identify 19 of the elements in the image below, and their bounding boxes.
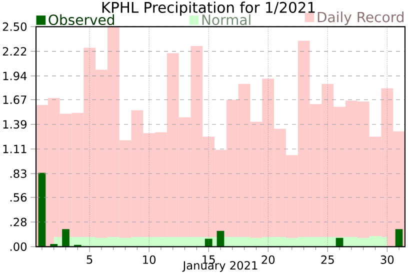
- y-tick-label: .83: [10, 169, 26, 178]
- y-tick-label: 2.22: [2, 47, 26, 56]
- y-tick-label: .56: [10, 193, 27, 202]
- legend-label: Observed: [48, 14, 114, 26]
- x-tick-label: 30: [380, 255, 394, 264]
- y-tick-label: .00: [10, 242, 27, 251]
- x-tick-label: 5: [86, 255, 92, 264]
- legend-label: Daily Record: [318, 12, 404, 26]
- x-tick-label: 20: [262, 255, 275, 264]
- x-tick-label: 25: [321, 255, 334, 264]
- y-tick-label: 1.67: [3, 95, 26, 104]
- y-tick-label: 1.11: [3, 144, 26, 154]
- y-tick-label: .28: [10, 218, 27, 226]
- y-tick-label: 1.39: [3, 120, 26, 129]
- x-tick-label: 10: [143, 255, 156, 264]
- chart-title: KPHL Precipitation for 1/2021: [102, 2, 315, 16]
- y-tick-label: 1.94: [3, 72, 27, 80]
- y-tick-label: 2.50: [2, 22, 27, 31]
- legend-label: Normal: [202, 14, 250, 26]
